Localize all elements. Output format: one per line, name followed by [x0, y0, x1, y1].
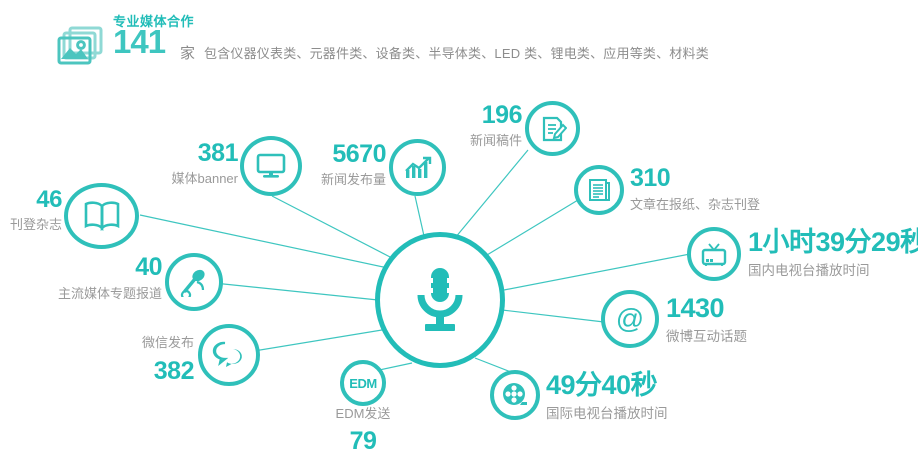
- label-weibo-topic: 1430 微博互动话题: [666, 295, 747, 344]
- chat-bubbles-icon: [212, 340, 246, 370]
- node-wechat-post[interactable]: [198, 324, 260, 386]
- value-wechat-post: 382: [153, 357, 195, 385]
- label-wechat-post: 微信发布 382: [120, 335, 195, 385]
- label-press-draft: 196 新闻稿件: [440, 101, 523, 148]
- node-weibo-topic[interactable]: @: [601, 290, 659, 348]
- value-magazine: 46: [36, 186, 62, 213]
- svg-text:@: @: [616, 303, 644, 334]
- value-weibo-topic: 1430: [666, 293, 725, 323]
- header-number: 141: [113, 23, 166, 60]
- node-media-banner[interactable]: [240, 136, 302, 196]
- caption-magazine: 刊登杂志: [9, 217, 62, 232]
- header-unit: 家: [180, 45, 196, 62]
- value-edm-send: 79: [349, 427, 377, 455]
- node-press-draft[interactable]: [525, 101, 580, 156]
- document-pen-icon: [539, 115, 567, 143]
- open-book-icon: [82, 200, 122, 232]
- caption-domestic-tv: 国内电视台播放时间: [748, 263, 870, 278]
- caption-wechat-post: 微信发布: [141, 335, 194, 350]
- label-domestic-tv: 1小时39分29秒 国内电视台播放时间: [748, 229, 918, 278]
- node-magazine[interactable]: [64, 183, 139, 249]
- label-media-banner: 381 媒体banner: [150, 139, 239, 186]
- label-international-tv: 49分40秒 国际电视台播放时间: [546, 372, 668, 421]
- caption-international-tv: 国际电视台播放时间: [546, 406, 668, 421]
- node-news-release[interactable]: [389, 139, 446, 196]
- value-newspaper-article: 310: [630, 164, 671, 192]
- caption-newspaper-article: 文章在报纸、杂志刊登: [630, 197, 761, 212]
- label-edm-send: EDM发送 79: [303, 407, 423, 454]
- label-news-release: 5670 新闻发布量: [300, 140, 387, 187]
- microphone-icon: [411, 266, 469, 334]
- caption-news-release: 新闻发布量: [320, 172, 386, 187]
- caption-media-banner: 媒体banner: [171, 171, 238, 186]
- header-summary: 专业媒体合作 141 家 包含仪器仪表类、元器件类、设备类、半导体类、LED 类…: [0, 0, 918, 85]
- caption-weibo-topic: 微博互动话题: [666, 329, 747, 344]
- newspaper-icon: [586, 177, 612, 203]
- node-international-tv[interactable]: [490, 370, 540, 420]
- header-eyebrow: 专业媒体合作: [113, 14, 195, 29]
- caption-press-draft: 新闻稿件: [469, 133, 522, 148]
- at-sign-icon: @: [613, 302, 647, 336]
- value-news-release: 5670: [332, 140, 386, 168]
- value-international-tv: 49分40秒: [546, 370, 658, 400]
- value-press-draft: 196: [481, 101, 523, 129]
- caption-feature-report: 主流媒体专题报道: [57, 286, 162, 301]
- value-domestic-tv: 1小时39分29秒: [748, 227, 918, 257]
- header-description: 包含仪器仪表类、元器件类、设备类、半导体类、LED 类、锂电类、应用等类、材料类: [204, 46, 709, 61]
- label-feature-report: 40 主流媒体专题报道: [22, 253, 163, 301]
- caption-edm-send: EDM发送: [335, 406, 391, 421]
- center-hub[interactable]: [375, 232, 505, 368]
- film-reel-icon: [500, 380, 530, 410]
- stacked-photos-icon: [57, 26, 105, 66]
- growth-chart-icon: [403, 155, 433, 181]
- label-newspaper-article: 310 文章在报纸、杂志刊登: [630, 164, 761, 212]
- label-magazine: 46 刊登杂志: [0, 186, 63, 232]
- node-feature-report[interactable]: [165, 253, 223, 311]
- monitor-icon: [255, 152, 287, 180]
- television-icon: [699, 240, 729, 268]
- node-newspaper-article[interactable]: [574, 165, 624, 215]
- value-feature-report: 40: [135, 253, 162, 281]
- edm-badge-icon: EDM: [349, 375, 377, 391]
- handheld-microphone-icon: [178, 267, 210, 297]
- value-media-banner: 381: [197, 139, 239, 167]
- node-edm-send[interactable]: EDM: [340, 360, 386, 406]
- node-domestic-tv[interactable]: [687, 227, 741, 281]
